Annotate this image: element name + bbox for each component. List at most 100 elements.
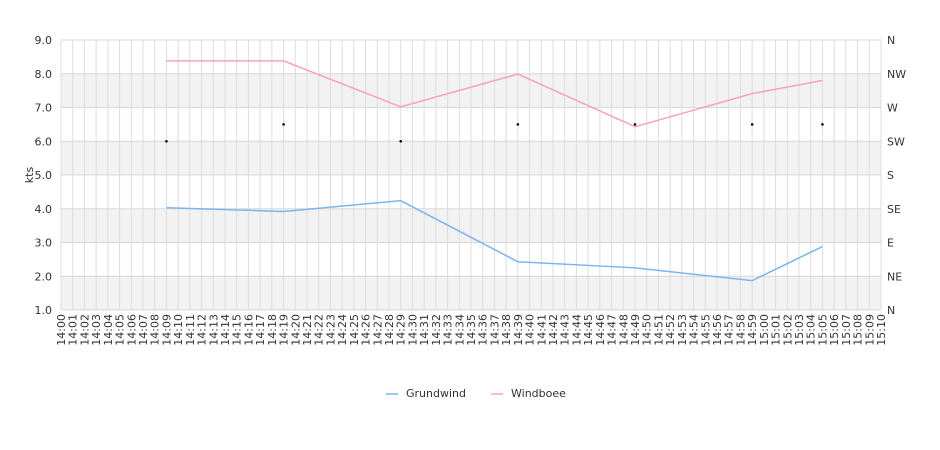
x-tick-label: 14:03: [90, 314, 103, 346]
x-tick-label: 14:46: [594, 314, 607, 346]
x-tick-label: 14:50: [641, 314, 654, 346]
direction-point: [633, 123, 637, 126]
x-tick-label: 14:41: [535, 314, 548, 346]
y-tick-label: 2.0: [35, 270, 53, 283]
legend: Grundwind Windboee: [386, 387, 566, 400]
legend-label: Grundwind: [406, 387, 466, 400]
x-tick-label: 14:39: [512, 314, 525, 346]
x-tick-label: 14:43: [559, 314, 572, 346]
x-tick-label: 14:54: [688, 314, 701, 346]
x-tick-label: 14:36: [477, 314, 490, 346]
x-tick-label: 15:02: [781, 314, 794, 346]
x-tick-label: 14:57: [723, 314, 736, 346]
x-tick-label: 14:38: [500, 314, 513, 346]
x-tick-label: 14:02: [78, 314, 91, 346]
x-tick-label: 14:18: [266, 314, 279, 346]
x-tick-label: 15:10: [875, 314, 888, 346]
x-tick-label: 14:17: [254, 314, 267, 346]
x-tick-label: 14:51: [652, 314, 665, 346]
direction-point: [399, 139, 403, 143]
direction-point: [165, 139, 168, 143]
x-tick-label: 15:00: [758, 314, 771, 346]
x-tick-label: 14:08: [149, 314, 162, 346]
x-tick-label: 14:30: [406, 314, 419, 346]
x-axis-tick-labels: 14:0014:0114:0214:0314:0414:0514:0614:07…: [55, 314, 888, 346]
x-tick-label: 14:22: [313, 314, 326, 346]
direction-points: [165, 123, 824, 143]
direction-tick-label: SW: [887, 135, 905, 148]
series-line-windboee: [166, 60, 823, 128]
direction-point: [821, 123, 824, 126]
x-tick-label: 14:13: [207, 314, 220, 346]
y-tick-label: 1.0: [35, 304, 53, 317]
x-tick-label: 15:01: [770, 314, 783, 346]
x-tick-label: 14:11: [184, 314, 197, 346]
direction-point: [516, 123, 520, 126]
x-tick-label: 14:06: [125, 314, 138, 346]
x-tick-label: 14:31: [418, 314, 431, 346]
x-tick-label: 15:08: [852, 314, 865, 346]
x-tick-label: 14:47: [606, 314, 619, 346]
y-axis-label: kts: [23, 167, 36, 184]
direction-axis-tick-labels: N NE E SE S SW W NW N: [887, 34, 906, 317]
x-tick-label: 14:19: [278, 314, 291, 346]
x-tick-label: 14:44: [570, 314, 583, 346]
direction-point: [750, 123, 754, 126]
x-tick-label: 14:23: [324, 314, 337, 346]
x-tick-label: 14:00: [55, 314, 68, 346]
x-tick-label: 14:49: [629, 314, 642, 346]
x-tick-label: 15:07: [840, 314, 853, 346]
y-tick-label: 9.0: [35, 34, 53, 47]
x-tick-label: 15:05: [816, 314, 829, 346]
direction-tick-label: SE: [887, 203, 901, 216]
x-tick-label: 14:40: [524, 314, 537, 346]
direction-tick-label: N: [887, 34, 895, 47]
x-tick-label: 14:35: [465, 314, 478, 346]
x-tick-label: 14:56: [711, 314, 724, 346]
x-tick-label: 14:27: [371, 314, 384, 346]
x-tick-label: 14:58: [734, 314, 747, 346]
y-tick-label: 8.0: [35, 68, 53, 81]
x-tick-label: 14:25: [348, 314, 361, 346]
x-tick-label: 14:04: [102, 314, 115, 346]
x-tick-label: 14:21: [301, 314, 314, 346]
x-tick-label: 14:53: [676, 314, 689, 346]
direction-tick-label: E: [887, 237, 894, 250]
series-lines: [166, 60, 823, 282]
y-tick-label: 4.0: [35, 203, 53, 216]
x-tick-label: 14:07: [137, 314, 150, 346]
x-tick-label: 14:34: [453, 314, 466, 346]
y-tick-label: 5.0: [35, 169, 53, 182]
y-axis-tick-labels: 1.0 2.0 3.0 4.0 5.0 6.0 7.0 8.0 9.0: [35, 34, 53, 317]
x-tick-label: 14:15: [231, 314, 244, 346]
y-tick-label: 3.0: [35, 237, 53, 250]
direction-point: [282, 123, 285, 126]
x-tick-label: 15:03: [793, 314, 806, 346]
x-tick-label: 14:20: [289, 314, 302, 346]
x-tick-label: 14:16: [242, 314, 255, 346]
x-tick-label: 15:06: [828, 314, 841, 346]
legend-label: Windboee: [511, 387, 566, 400]
x-tick-label: 14:12: [196, 314, 209, 346]
x-tick-label: 14:10: [172, 314, 185, 346]
x-tick-label: 14:48: [617, 314, 630, 346]
x-tick-label: 15:09: [863, 314, 876, 346]
x-tick-label: 14:28: [383, 314, 396, 346]
x-tick-label: 14:09: [160, 314, 173, 346]
series-line-grundwind: [166, 199, 823, 282]
x-tick-label: 14:01: [67, 314, 80, 346]
x-tick-label: 14:52: [664, 314, 677, 346]
direction-tick-label: S: [887, 169, 894, 182]
x-tick-label: 14:55: [699, 314, 712, 346]
x-tick-label: 14:37: [488, 314, 501, 346]
y-tick-label: 7.0: [35, 102, 53, 115]
x-tick-label: 14:29: [395, 314, 408, 346]
y-tick-label: 6.0: [35, 135, 53, 148]
x-tick-label: 14:59: [746, 314, 759, 346]
x-tick-label: 14:33: [442, 314, 455, 346]
x-tick-label: 15:04: [805, 314, 818, 346]
x-tick-label: 14:26: [360, 314, 373, 346]
direction-tick-label: NW: [887, 68, 906, 81]
direction-tick-label: W: [887, 102, 898, 115]
